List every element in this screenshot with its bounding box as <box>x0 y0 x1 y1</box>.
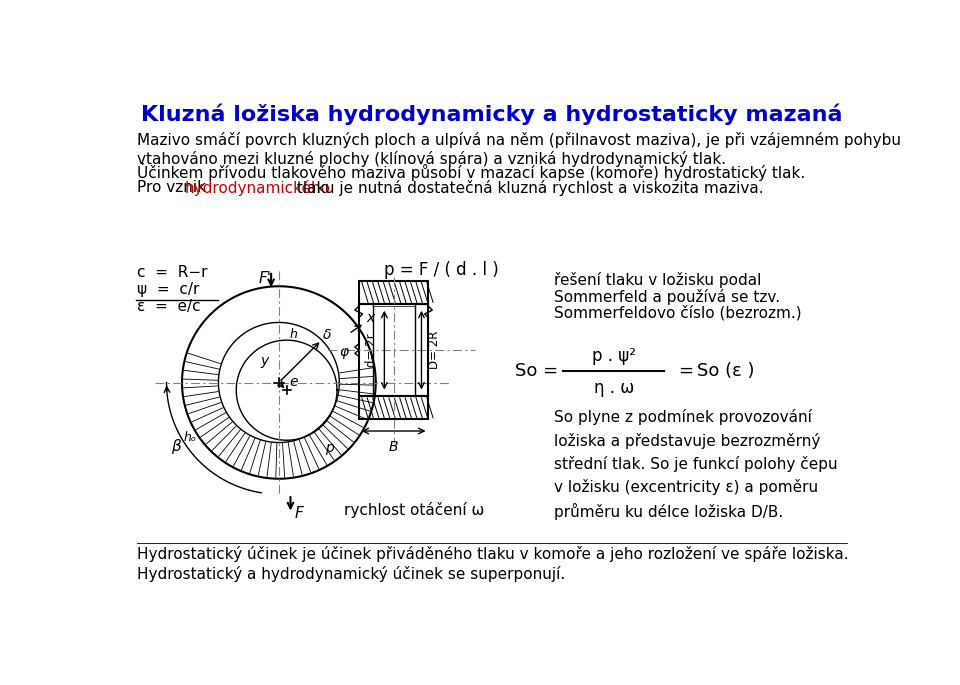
Text: So plyne z podmínek provozování
ložiska a představuje bezrozměrný
střední tlak. : So plyne z podmínek provozování ložiska … <box>554 410 838 520</box>
Text: p: p <box>324 441 334 455</box>
Text: F': F' <box>258 271 272 286</box>
Text: h: h <box>290 328 298 341</box>
Text: hydrodynamického: hydrodynamického <box>185 180 331 196</box>
Bar <box>359 397 428 419</box>
Text: y: y <box>261 354 269 368</box>
Text: δ: δ <box>323 327 331 342</box>
Text: Sommerfeld a používá se tzv.: Sommerfeld a používá se tzv. <box>554 288 780 305</box>
Text: D= 2R: D= 2R <box>427 331 441 369</box>
Text: p = F / ( d . l ): p = F / ( d . l ) <box>384 261 499 279</box>
Text: Pro vznik: Pro vznik <box>137 180 211 195</box>
Text: d= 2r: d= 2r <box>365 334 378 367</box>
Text: B: B <box>389 440 398 454</box>
Text: rychlost otáčení ω: rychlost otáčení ω <box>345 502 485 518</box>
Text: Hydrostatický účinek je účinek přiváděného tlaku v komoře a jeho rozložení ve sp: Hydrostatický účinek je účinek přiváděné… <box>137 546 849 562</box>
Text: Účinkem přívodu tlakového maziva působí v mazací kapse (komoře) hydrostatický tl: Účinkem přívodu tlakového maziva působí … <box>137 163 805 181</box>
Text: c  =  R−r: c = R−r <box>137 264 207 279</box>
Text: =: = <box>678 362 693 380</box>
Text: F: F <box>295 506 303 521</box>
Text: Mazivo smáčí povrch kluzných ploch a ulpívá na něm (přilnavost maziva), je při v: Mazivo smáčí povrch kluzných ploch a ulp… <box>137 132 901 167</box>
Text: ψ  =  c/r: ψ = c/r <box>137 282 200 297</box>
Text: So (ε ): So (ε ) <box>697 362 755 380</box>
Text: tlaku je nutná dostatečná kluzná rychlost a viskozita maziva.: tlaku je nutná dostatečná kluzná rychlos… <box>292 180 763 196</box>
Text: ε  =  e/c: ε = e/c <box>137 299 201 314</box>
Text: řešení tlaku v ložisku podal: řešení tlaku v ložisku podal <box>554 273 761 288</box>
Text: hₒ: hₒ <box>183 432 196 445</box>
Text: So =: So = <box>516 362 559 380</box>
Text: β: β <box>171 439 180 454</box>
Text: φ: φ <box>340 345 348 359</box>
Text: η . ω: η . ω <box>593 379 634 397</box>
Text: x: x <box>367 312 375 325</box>
Text: Hydrostatický a hydrodynamický účinek se superponují.: Hydrostatický a hydrodynamický účinek se… <box>137 566 565 582</box>
Text: Kluzná ložiska hydrodynamicky a hydrostaticky mazaná: Kluzná ložiska hydrodynamicky a hydrosta… <box>141 103 843 125</box>
Bar <box>359 281 428 304</box>
Text: p . ψ²: p . ψ² <box>591 347 636 364</box>
Text: Sommerfeldovo číslo (bezrozm.): Sommerfeldovo číslo (bezrozm.) <box>554 305 802 320</box>
Text: e: e <box>289 375 298 390</box>
